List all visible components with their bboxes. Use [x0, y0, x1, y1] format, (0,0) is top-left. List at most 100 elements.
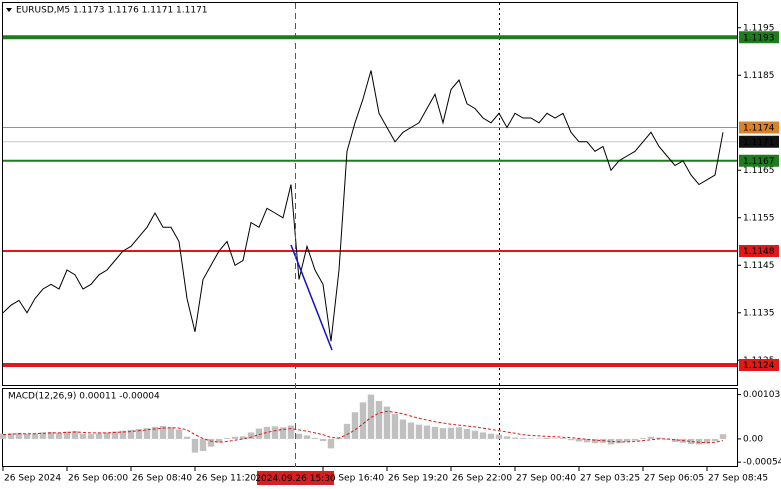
x-tick-label: 27 Sep 08:45 — [708, 474, 768, 484]
crosshair-label-box — [257, 471, 334, 485]
level-label: 1.1193 — [743, 33, 775, 43]
level-label: 1.1124 — [743, 361, 775, 371]
macd-bar — [255, 428, 263, 439]
macd-bar — [415, 424, 423, 439]
x-tick-label: 27 Sep 00:40 — [516, 474, 576, 484]
macd-bar — [247, 432, 255, 439]
macd-bar — [687, 438, 695, 445]
level-label-box — [739, 154, 779, 167]
y-tick-label: 1.1165 — [743, 166, 775, 176]
y-tick-label: 0.00 — [743, 434, 763, 444]
macd-bar — [639, 438, 647, 439]
macd-bar — [279, 427, 287, 439]
macd-bar — [343, 423, 351, 439]
macd-bar — [191, 438, 199, 453]
main-panel — [2, 2, 738, 386]
macd-bar — [119, 430, 127, 439]
macd-bar — [455, 427, 463, 439]
macd-bar — [495, 434, 503, 439]
price-line — [2, 70, 724, 342]
macd-bar — [351, 412, 359, 439]
macd-bar — [55, 432, 63, 439]
x-tick-label: 26 Sep 06:00 — [68, 474, 128, 484]
macd-bar — [663, 438, 671, 440]
x-tick-label: 27 Sep 06:05 — [644, 474, 704, 484]
y-tick-label: 1.1195 — [743, 23, 775, 33]
x-tick-label: 26 Sep 16:40 — [324, 474, 384, 484]
y-tick-label: -0.00054 — [743, 458, 781, 468]
macd-bar — [487, 433, 495, 439]
level-label-box — [739, 135, 779, 148]
macd-bar — [367, 394, 375, 439]
macd-bar — [127, 429, 135, 439]
macd-bar — [551, 438, 559, 439]
macd-bar — [199, 438, 207, 451]
y-tick-label: 0.00103 — [743, 390, 780, 400]
macd-bar — [695, 438, 703, 445]
macd-bar — [71, 431, 79, 439]
x-tick-label: 26 Sep 11:20 — [196, 474, 256, 484]
macd-bar — [63, 431, 71, 439]
trend-line — [290, 244, 333, 351]
x-tick-label: 26 Sep 19:20 — [388, 474, 448, 484]
macd-bar — [103, 432, 111, 439]
macd-bar — [159, 425, 167, 439]
macd-bar — [111, 431, 119, 439]
macd-bar — [47, 432, 55, 439]
macd-bar — [527, 438, 535, 439]
macd-bar — [439, 428, 447, 439]
macd-bar — [271, 426, 279, 439]
macd-bar — [95, 433, 103, 439]
macd-bar — [0, 433, 7, 439]
macd-bar — [511, 437, 519, 439]
macd-bar — [383, 406, 391, 439]
macd-bar — [559, 438, 567, 439]
level-label: 1.1167 — [743, 157, 775, 167]
level-label: 1.1174 — [743, 124, 775, 134]
x-tick-label: 27 Sep 03:25 — [580, 474, 640, 484]
macd-bar — [703, 438, 711, 444]
macd-bar — [39, 432, 47, 439]
macd-bar — [311, 438, 319, 439]
macd-bar — [519, 438, 527, 439]
macd-bar — [183, 436, 191, 439]
level-label-box — [739, 359, 779, 371]
macd-bar — [399, 419, 407, 439]
x-tick-label: 26 Sep 2024 — [4, 474, 61, 484]
macd-bar — [711, 438, 719, 442]
macd-bar — [607, 438, 615, 445]
macd-bar — [319, 438, 327, 442]
crosshair-label: 2024.09.26 15:30 — [255, 474, 336, 484]
macd-bar — [431, 426, 439, 439]
macd-bar — [79, 433, 87, 439]
macd-bar — [671, 438, 679, 442]
macd-bar — [31, 433, 39, 439]
y-tick-label: 1.1185 — [743, 71, 775, 81]
macd-bar — [647, 436, 655, 439]
x-tick-label: 26 Sep 22:00 — [452, 474, 512, 484]
macd-bar — [447, 427, 455, 439]
macd-bar — [287, 425, 295, 439]
macd-bar — [631, 438, 639, 441]
macd-bar — [423, 425, 431, 439]
level-label-box — [739, 121, 779, 134]
macd-bar — [151, 426, 159, 439]
level-label: 1.1148 — [743, 247, 775, 257]
macd-bar — [167, 427, 175, 439]
x-tick-label: 26 Sep 08:40 — [132, 474, 192, 484]
macd-bar — [7, 433, 15, 439]
menu-triangle — [6, 8, 12, 12]
macd-bar — [503, 436, 511, 439]
macd-bar — [295, 433, 303, 439]
macd-bar — [543, 438, 551, 439]
macd-bar — [567, 438, 575, 441]
macd-bar — [655, 437, 663, 439]
macd-bar — [375, 401, 383, 439]
level-label: 1.1171 — [743, 138, 775, 148]
macd-bar — [407, 422, 415, 439]
macd-bar — [239, 436, 247, 439]
macd-bar — [615, 438, 623, 444]
macd-bar — [719, 434, 727, 439]
macd-bar — [583, 438, 591, 443]
y-tick-label: 1.1145 — [743, 261, 775, 271]
